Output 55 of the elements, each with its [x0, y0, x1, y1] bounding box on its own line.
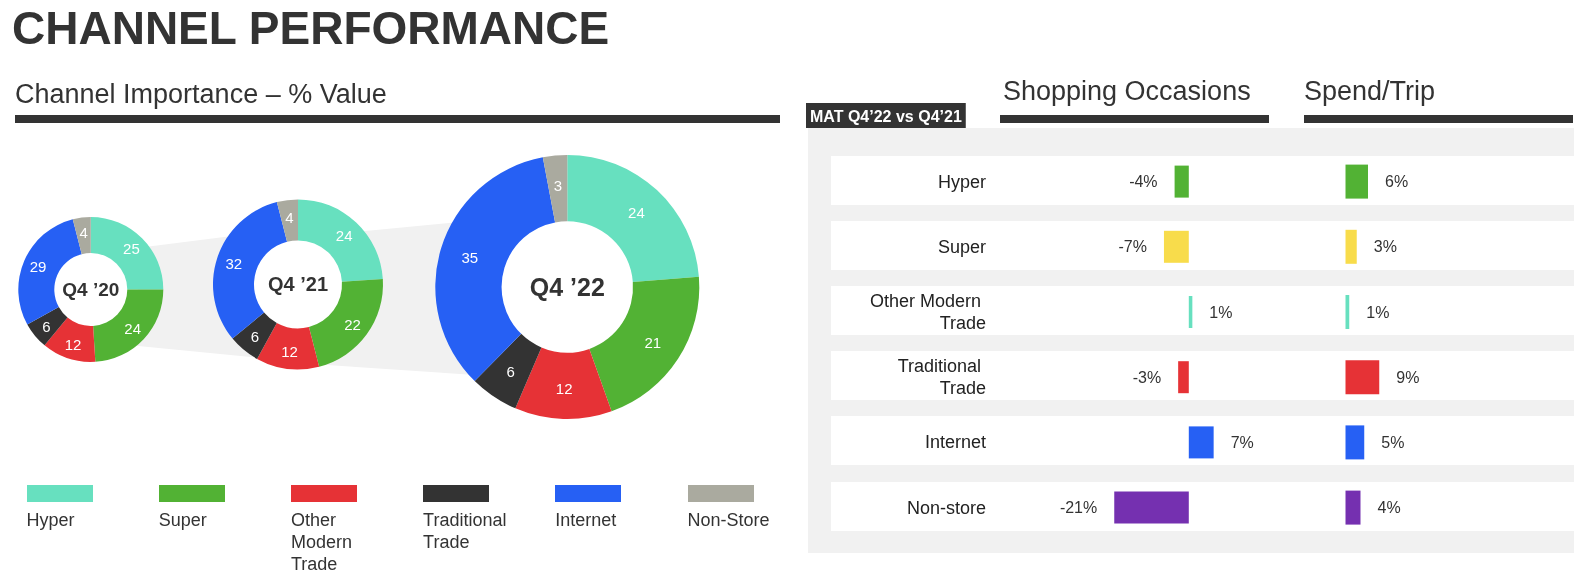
- data-label: 24: [124, 320, 142, 338]
- y-tick-label: Non-store: [906, 497, 986, 518]
- legend-label: Internet: [555, 509, 618, 531]
- legend-label: Other Modern Trade: [290, 509, 353, 575]
- chart-title: Spend/Trip: [1304, 75, 1436, 106]
- chart-subtitle: Channel Importance – % Value: [15, 78, 387, 109]
- data-label: 29: [29, 258, 47, 276]
- y-tick-label: Other Modern Trade: [869, 291, 986, 333]
- data-label: 35: [461, 248, 479, 266]
- data-label: 21: [644, 333, 662, 351]
- text: MAT Q4’22 vs Q4’21: [810, 107, 962, 125]
- data-label: 3: [553, 177, 562, 195]
- data-label: 6: [250, 327, 260, 345]
- legend-label: Super: [158, 509, 208, 531]
- data-label: 24: [335, 226, 353, 244]
- data-label: 1%: [1366, 303, 1390, 321]
- data-label: 4%: [1377, 499, 1401, 517]
- data-label: 4: [79, 223, 88, 241]
- data-label: 5%: [1381, 433, 1405, 451]
- bar: [1345, 360, 1380, 395]
- bar: [1345, 229, 1357, 264]
- y-tick-label: Hyper: [937, 171, 986, 192]
- y-tick-label: Internet: [924, 432, 986, 453]
- chart-title: Shopping Occasions: [1003, 75, 1251, 106]
- chart-title: CHANNEL PERFORMANCE: [12, 2, 610, 54]
- data-label: 4: [285, 208, 294, 226]
- data-label: 6: [506, 363, 515, 381]
- slice-label: Q4 ’20: [62, 279, 120, 300]
- bar: [1345, 425, 1365, 460]
- data-label: -3%: [1132, 368, 1162, 386]
- legend-label: Non-Store: [687, 509, 771, 531]
- data-label: -4%: [1129, 173, 1158, 191]
- data-label: 24: [628, 203, 645, 221]
- legend-label: Traditional Trade: [423, 509, 508, 553]
- data-label: 22: [344, 315, 361, 333]
- data-label: 12: [281, 342, 298, 360]
- y-tick-label: Traditional Trade: [897, 356, 986, 399]
- y-tick-label: Super: [937, 236, 986, 257]
- data-label: 9%: [1396, 368, 1420, 386]
- data-label: 12: [555, 380, 573, 398]
- data-label: 25: [123, 240, 140, 258]
- data-label: 6%: [1385, 173, 1409, 191]
- data-label: 32: [225, 255, 243, 273]
- data-label: -21%: [1059, 499, 1098, 517]
- bar: [1345, 490, 1361, 525]
- data-label: 6: [42, 317, 51, 335]
- data-label: 7%: [1230, 433, 1254, 451]
- data-label: 1%: [1209, 303, 1233, 321]
- slice-label: Q4 ’21: [267, 273, 329, 296]
- data-label: 12: [64, 335, 82, 353]
- bar: [1345, 164, 1368, 199]
- legend-label: Hyper: [26, 509, 76, 531]
- data-label: 3%: [1373, 238, 1397, 256]
- data-label: -7%: [1118, 238, 1147, 256]
- slice-label: Q4 ’22: [529, 273, 605, 301]
